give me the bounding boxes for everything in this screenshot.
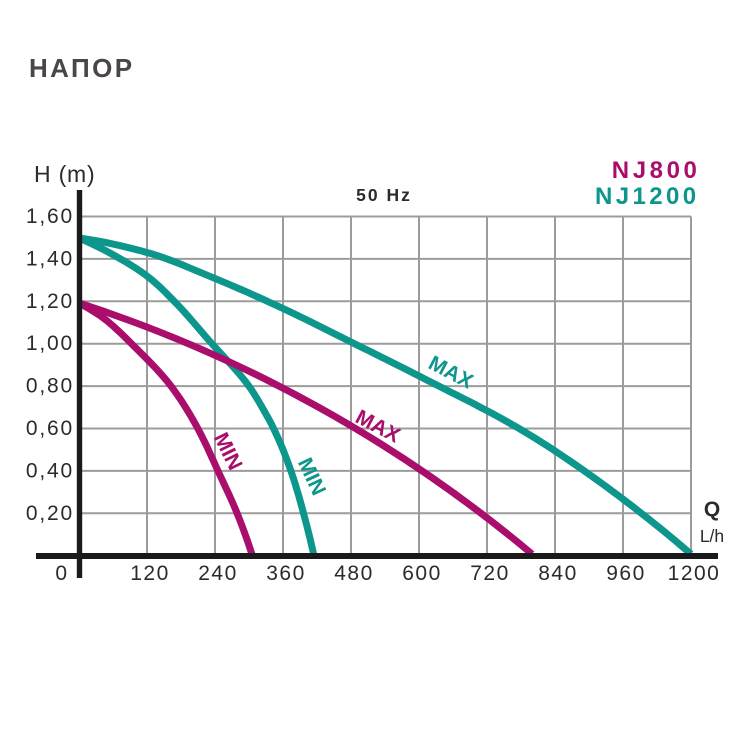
svg-text:1200: 1200 xyxy=(668,562,721,585)
svg-text:NJ800: NJ800 xyxy=(612,157,701,184)
svg-text:1,60: 1,60 xyxy=(26,205,74,228)
svg-text:0,60: 0,60 xyxy=(26,417,74,440)
svg-text:840: 840 xyxy=(538,562,578,585)
svg-text:720: 720 xyxy=(470,562,510,585)
svg-text:0,40: 0,40 xyxy=(26,459,74,482)
svg-text:1,00: 1,00 xyxy=(26,332,74,355)
svg-text:НАПОР: НАПОР xyxy=(29,53,134,83)
svg-text:600: 600 xyxy=(402,562,442,585)
svg-text:H (m): H (m) xyxy=(34,161,95,187)
svg-text:50 Hz: 50 Hz xyxy=(356,185,412,205)
svg-text:NJ1200: NJ1200 xyxy=(595,183,699,210)
svg-text:240: 240 xyxy=(198,562,238,585)
svg-text:480: 480 xyxy=(334,562,374,585)
svg-text:0: 0 xyxy=(55,562,68,585)
svg-text:0,80: 0,80 xyxy=(26,375,74,398)
svg-text:360: 360 xyxy=(266,562,306,585)
svg-text:0,20: 0,20 xyxy=(26,502,74,525)
svg-text:Q: Q xyxy=(704,498,720,521)
svg-text:L/h: L/h xyxy=(700,526,724,546)
svg-text:1,20: 1,20 xyxy=(26,290,74,313)
svg-text:960: 960 xyxy=(606,562,646,585)
svg-text:120: 120 xyxy=(130,562,170,585)
svg-text:1,40: 1,40 xyxy=(26,247,74,270)
